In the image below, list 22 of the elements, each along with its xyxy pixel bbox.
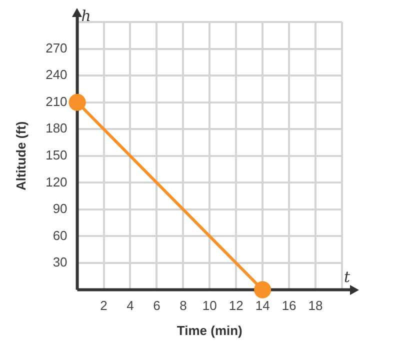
x-axis-title: Time (min) [176,322,242,338]
y-tick-label: 120 [46,174,68,190]
y-tick-label: 30 [52,254,68,270]
x-tick-label: 10 [202,298,217,314]
x-tick-label: 4 [126,298,134,314]
x-tick-label: 12 [228,298,244,314]
y-tick-label: 60 [52,228,68,243]
x-tick-label: 6 [153,298,160,314]
y-tick-label: 90 [52,201,68,216]
x-tick-label: 14 [255,298,270,314]
annotation: h [81,7,91,25]
y-axis-title: Altitude (ft) [13,121,28,191]
y-tick-label: 180 [46,120,68,136]
text: t [344,268,351,286]
x-tick-label: 16 [282,298,296,314]
y-tick-label: 240 [46,67,68,82]
x-tick-label: 18 [308,298,323,314]
x-tick-label: 2 [100,298,108,314]
x-tick-label: 8 [180,298,187,314]
y-tick-label: 210 [46,94,68,109]
y-tick-label: 270 [46,40,68,56]
y-tick-label: 150 [46,147,68,162]
